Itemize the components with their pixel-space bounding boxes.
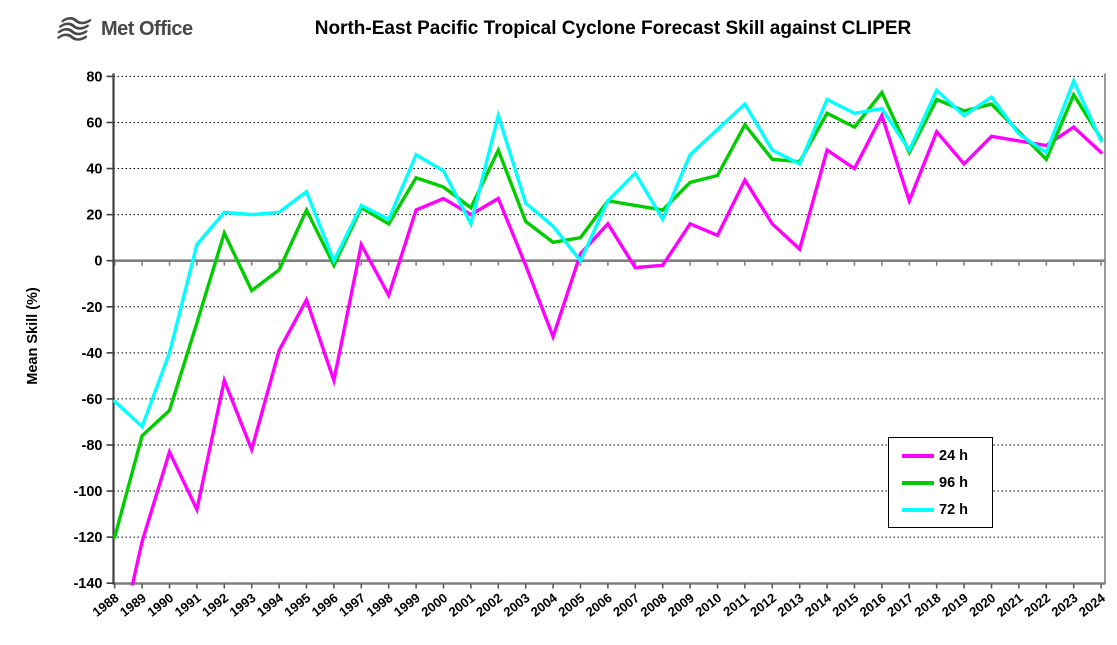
x-tick-label-year: 2002 <box>473 590 505 620</box>
x-tick-label-year: 2012 <box>747 590 779 620</box>
x-tick-label-year: 1992 <box>199 590 231 620</box>
x-tick-label-year: 2016 <box>857 590 889 620</box>
y-tick-label: -140 <box>73 576 102 592</box>
y-tick-label: 20 <box>86 208 102 224</box>
y-tick-label: -100 <box>73 484 102 500</box>
y-tick-label: 60 <box>86 115 102 131</box>
series-line-72h <box>112 76 1103 430</box>
series-line-24h <box>130 111 1103 586</box>
x-tick-label-year: 2009 <box>665 590 697 620</box>
legend-label-24h: 24 h <box>939 447 969 464</box>
x-tick-label-year: 2024 <box>1076 590 1109 620</box>
x-tick-label-year: 2011 <box>720 590 751 619</box>
x-tick-label-year: 2020 <box>966 590 998 620</box>
x-tick-label-year: 2015 <box>829 590 861 620</box>
met-office-logo: Met Office <box>56 16 193 42</box>
x-tick-label-year: 1993 <box>227 590 259 620</box>
x-tick-label-year: 2010 <box>692 590 724 620</box>
x-tick-label-year: 2014 <box>802 590 835 620</box>
x-tick-label-year: 1989 <box>117 590 149 620</box>
legend-label-72h: 72 h <box>939 501 969 518</box>
y-tick-label: 80 <box>86 69 102 85</box>
y-tick-label: -80 <box>82 438 103 454</box>
x-tick-label-year: 2003 <box>501 590 533 620</box>
y-tick-label: -60 <box>82 392 103 408</box>
x-tick-label-year: 2021 <box>994 590 1026 620</box>
x-tick-label-year: 2018 <box>912 590 944 620</box>
chart-legend: 24 h 96 h 72 h <box>888 437 993 528</box>
y-tick-label: 40 <box>86 162 102 178</box>
y-tick-label: -120 <box>73 530 102 546</box>
y-tick-label: -20 <box>82 300 103 316</box>
x-tick-label-year: 1999 <box>391 590 423 620</box>
x-tick-label-year: 1998 <box>364 590 396 620</box>
legend-line-sample-72h <box>902 507 934 512</box>
x-tick-label-year: 2017 <box>884 590 916 620</box>
x-tick-label-year: 2023 <box>1049 590 1081 620</box>
x-tick-label-year: 2007 <box>610 590 642 620</box>
y-tick-label: 0 <box>94 254 102 270</box>
x-tick-label-year: 1994 <box>254 590 287 620</box>
legend-item-24h: 24 h <box>902 448 992 464</box>
x-tick-label-year: 2013 <box>775 590 807 620</box>
x-tick-label-year: 2001 <box>446 590 478 620</box>
x-tick-label-year: 2008 <box>638 590 670 620</box>
x-tick-label-year: 2006 <box>583 590 615 620</box>
legend-line-sample-96h <box>902 480 934 485</box>
y-tick-label: -40 <box>82 346 103 362</box>
met-office-waves-icon <box>57 17 92 41</box>
x-tick-label-year: 1991 <box>172 590 204 620</box>
x-tick-label-year: 1996 <box>309 590 341 620</box>
x-tick-label-year: 2004 <box>528 590 561 620</box>
x-tick-label-year: 1997 <box>336 590 368 620</box>
x-tick-label-year: 1990 <box>144 590 176 620</box>
chart-title: North-East Pacific Tropical Cyclone Fore… <box>314 18 912 39</box>
x-tick-label-year: 1995 <box>281 590 313 620</box>
legend-item-72h: 72 h <box>902 502 992 518</box>
x-tick-label-year: 2022 <box>1021 590 1053 620</box>
x-tick-label-year: 1988 <box>90 590 122 620</box>
legend-item-96h: 96 h <box>902 475 992 491</box>
legend-label-96h: 96 h <box>939 474 969 491</box>
x-tick-label-year: 2000 <box>418 590 450 620</box>
x-tick-label-year: 2019 <box>939 590 971 620</box>
legend-line-sample-24h <box>902 453 934 458</box>
met-office-logo-text: Met Office <box>101 17 193 40</box>
x-tick-label-year: 2005 <box>555 590 587 620</box>
